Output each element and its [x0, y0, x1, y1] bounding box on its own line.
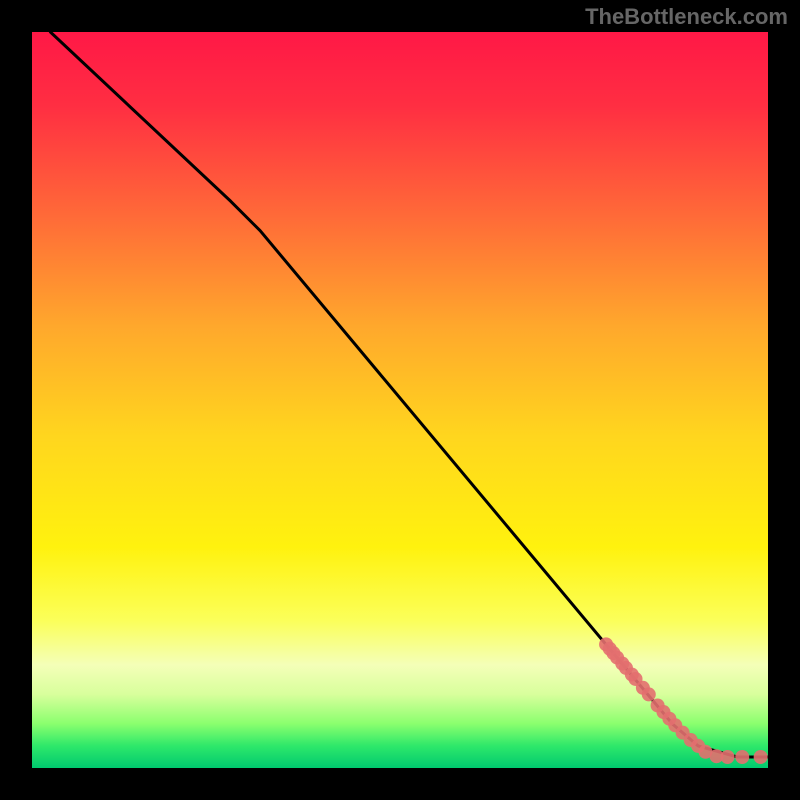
marker-point [754, 750, 768, 764]
watermark-text: TheBottleneck.com [585, 4, 788, 30]
marker-point [735, 750, 749, 764]
chart-plot-area [32, 32, 768, 768]
marker-point [642, 687, 656, 701]
chart-svg [32, 32, 768, 768]
marker-point [721, 750, 735, 764]
